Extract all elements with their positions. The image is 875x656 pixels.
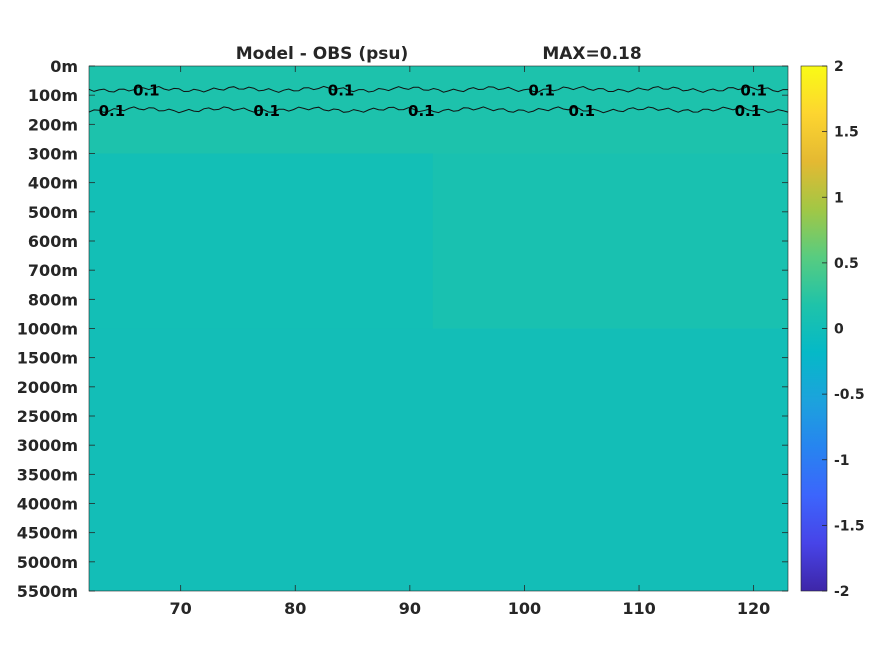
heatmap-region-0: [89, 66, 788, 154]
colorbar-tick-label: 1: [834, 190, 844, 206]
colorbar: 2 1.5 1 0.5 0 -0.5 -1 -1.5 -2: [800, 59, 865, 600]
y-tick-label: 2500m: [17, 407, 78, 426]
y-tick-label: 500m: [28, 203, 78, 222]
contour-label: 0.1: [740, 81, 767, 99]
contour-line-0: [88, 85, 788, 93]
x-tick-label: 80: [284, 599, 306, 618]
contour-label: 0.1: [735, 102, 762, 120]
plot-area: [88, 65, 789, 592]
x-tick-label: 90: [399, 599, 421, 618]
y-tick-label: 400m: [28, 174, 78, 193]
contour-line-1: [88, 106, 789, 114]
heatmap-region-3: [89, 328, 788, 591]
y-tick-label: 4500m: [17, 524, 78, 543]
y-tick-label: 600m: [28, 232, 78, 251]
y-axis: 0m 100m 200m 300m 400m 500m 600m 700m 800m 1000m 1…: [17, 57, 788, 601]
y-tick-label: 200m: [28, 115, 78, 134]
x-tick-label: 70: [170, 599, 192, 618]
x-tick-label: 120: [737, 599, 770, 618]
colorbar-tick-label: 1.5: [834, 125, 859, 141]
contour-label: 0.1: [408, 102, 435, 120]
y-tick-label: 5000m: [17, 553, 78, 572]
y-tick-label: 1500m: [17, 349, 78, 368]
contour-label: 0.1: [568, 102, 595, 120]
x-tick-label: 110: [622, 599, 655, 618]
contour-label: 0.1: [133, 81, 160, 99]
y-tick-label: 2000m: [17, 378, 78, 397]
y-tick-label: 800m: [28, 290, 78, 309]
contour-label: 0.1: [99, 102, 126, 120]
x-axis: 70 80 90 100 110 120: [170, 66, 770, 618]
y-tick-label: 5500m: [17, 582, 78, 601]
contour-lines: 0.1 0.1 0.1 0.1 0.1 0.1 0.1 0.1 0.1: [88, 81, 789, 120]
y-tick-label: 3500m: [17, 465, 78, 484]
y-tick-label: 1000m: [17, 320, 78, 339]
y-tick-label: 300m: [28, 145, 78, 164]
colorbar-tick-label: 0.5: [834, 256, 859, 272]
max-annotation: MAX=0.18: [542, 44, 641, 64]
y-tick-label: 4000m: [17, 495, 78, 514]
contour-label: 0.1: [528, 81, 555, 99]
x-tick-label: 100: [508, 599, 541, 618]
heatmap-region-1: [89, 153, 433, 329]
y-tick-label: 700m: [28, 261, 78, 280]
contour-label: 0.1: [328, 81, 355, 99]
colorbar-tick-label: -1: [834, 453, 850, 469]
chart-title: Model - OBS (psu): [236, 44, 409, 64]
heatmap-region-2: [432, 153, 788, 329]
y-tick-label: 0m: [50, 57, 78, 76]
colorbar-tick-label: -1.5: [834, 518, 865, 534]
contour-label: 0.1: [253, 102, 280, 120]
colorbar-tick-label: 2: [834, 59, 844, 75]
y-tick-label: 3000m: [17, 436, 78, 455]
colorbar-tick-label: -2: [834, 584, 850, 600]
colorbar-tick-label: 0: [834, 322, 844, 338]
colorbar-tick-label: -0.5: [834, 387, 865, 403]
y-tick-label: 100m: [28, 86, 78, 105]
